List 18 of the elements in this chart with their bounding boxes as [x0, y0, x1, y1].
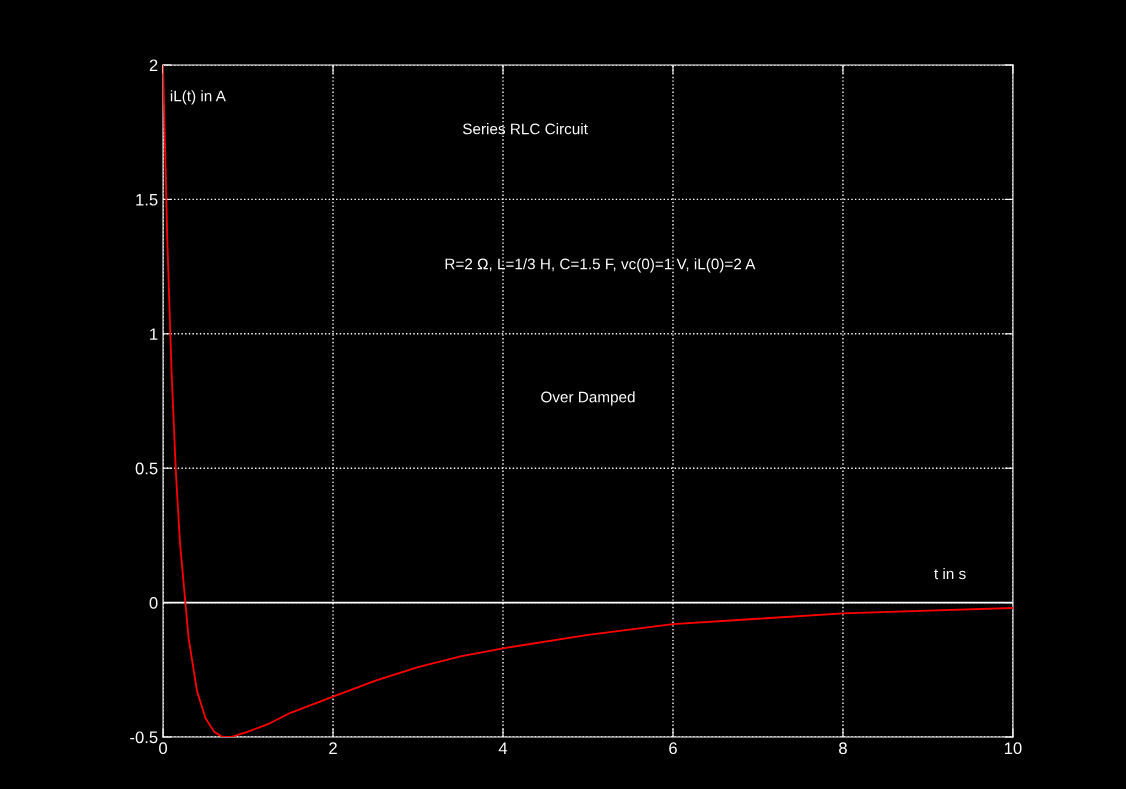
- x-tick-label: 10: [1004, 742, 1022, 755]
- x-tick-label: 0: [159, 742, 168, 755]
- x-axis-title: t in s: [934, 567, 966, 580]
- x-tick-label: 2: [329, 742, 337, 754]
- y-tick-label: 2: [149, 59, 158, 72]
- text: Series RLC Circuit: [462, 123, 588, 135]
- x-tick-label: 8: [839, 742, 847, 755]
- x-tick-label: 6: [669, 742, 677, 755]
- y-tick-label: 1.5: [136, 193, 158, 206]
- annotation: Over Damped: [541, 391, 635, 406]
- x-tick-label: 4: [498, 742, 508, 754]
- y-tick-label: 1: [150, 328, 158, 340]
- annotation: R=2 Ω, L=1/3 H, C=1.5 F, vc(0)=1 V, iL(0)=2 A: [445, 258, 756, 273]
- y-tick-label: 0: [149, 597, 158, 609]
- y-tick-label: 0.5: [135, 462, 158, 475]
- y-tick-label: -0.5: [130, 731, 158, 744]
- line-series: [163, 65, 1013, 738]
- y-axis-title: iL(t) in A: [170, 90, 226, 105]
